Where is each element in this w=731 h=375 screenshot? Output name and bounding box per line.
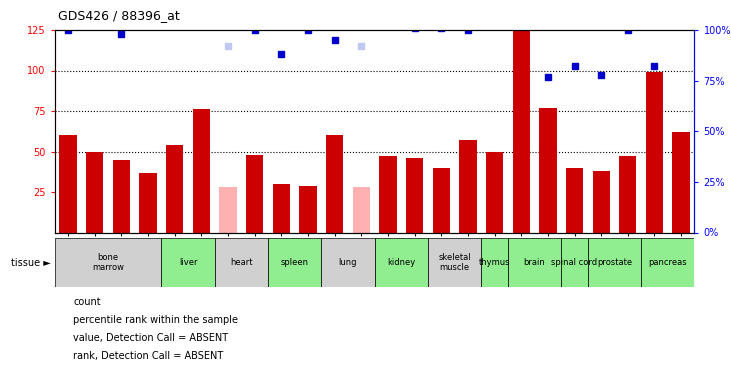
- Bar: [374, 238, 428, 287]
- Text: spleen: spleen: [281, 258, 308, 267]
- Text: spinal cord: spinal cord: [551, 258, 597, 267]
- Bar: [561, 238, 588, 287]
- Bar: [508, 238, 561, 287]
- Bar: [246, 155, 263, 232]
- Bar: [268, 238, 322, 287]
- Bar: [539, 108, 556, 232]
- Text: lung: lung: [338, 258, 357, 267]
- Text: tissue ►: tissue ►: [12, 258, 51, 267]
- Bar: [433, 168, 450, 232]
- Bar: [379, 156, 397, 232]
- Bar: [588, 238, 641, 287]
- Text: value, Detection Call = ABSENT: value, Detection Call = ABSENT: [73, 333, 228, 343]
- Text: rank, Detection Call = ABSENT: rank, Detection Call = ABSENT: [73, 351, 224, 361]
- Bar: [593, 171, 610, 232]
- Text: bone
marrow: bone marrow: [92, 253, 124, 272]
- Text: percentile rank within the sample: percentile rank within the sample: [73, 315, 238, 325]
- Bar: [512, 30, 530, 232]
- Text: pancreas: pancreas: [648, 258, 687, 267]
- Bar: [645, 72, 663, 232]
- Bar: [273, 184, 290, 232]
- Text: thymus: thymus: [479, 258, 510, 267]
- Bar: [300, 186, 317, 232]
- Bar: [566, 168, 583, 232]
- Text: brain: brain: [523, 258, 545, 267]
- Bar: [162, 238, 215, 287]
- Text: heart: heart: [230, 258, 253, 267]
- Text: skeletal
muscle: skeletal muscle: [439, 253, 471, 272]
- Text: prostate: prostate: [597, 258, 632, 267]
- Bar: [113, 160, 130, 232]
- Bar: [55, 238, 162, 287]
- Bar: [459, 140, 477, 232]
- Bar: [428, 238, 481, 287]
- Bar: [86, 152, 104, 232]
- Bar: [215, 238, 268, 287]
- Bar: [406, 158, 423, 232]
- Text: kidney: kidney: [387, 258, 415, 267]
- Bar: [481, 238, 508, 287]
- Text: liver: liver: [179, 258, 197, 267]
- Bar: [219, 187, 237, 232]
- Text: GDS426 / 88396_at: GDS426 / 88396_at: [58, 9, 181, 22]
- Bar: [352, 187, 370, 232]
- Bar: [326, 135, 344, 232]
- Text: count: count: [73, 297, 101, 307]
- Bar: [641, 238, 694, 287]
- Bar: [322, 238, 374, 287]
- Bar: [193, 110, 210, 232]
- Bar: [673, 132, 690, 232]
- Bar: [166, 145, 183, 232]
- Bar: [59, 135, 77, 232]
- Bar: [140, 172, 156, 232]
- Bar: [619, 156, 637, 232]
- Bar: [486, 152, 503, 232]
